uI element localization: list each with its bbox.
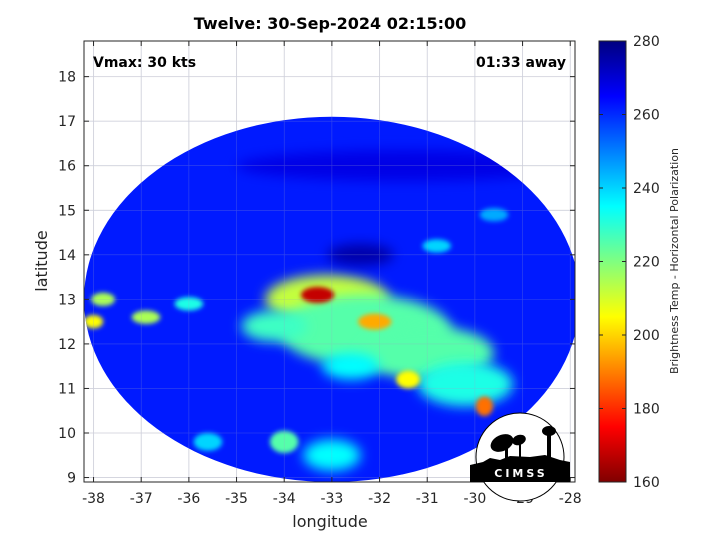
x-axis-label: longitude [292,512,367,531]
feature-7 [396,370,421,389]
colorbar-tick-label: 160 [633,475,660,491]
colorbar-tick-label: 200 [633,328,660,344]
feature-16 [193,433,223,451]
y-tick-label: 12 [58,337,76,353]
cimss-logo: CIMSS [470,412,570,502]
y-tick-label: 16 [58,159,76,175]
x-tick-label: -34 [273,491,296,507]
y-axis-label: latitude [32,230,51,291]
y-tick-label: 17 [58,114,76,130]
feature-6 [475,396,494,417]
colorbar-ticks: 160 180 200 220 240 260 280 [599,34,660,491]
chart-title: Twelve: 30-Sep-2024 02:15:00 [194,14,467,33]
feature-15 [303,439,361,471]
convection-cores [84,208,509,454]
feature-11 [84,314,104,329]
plot-frame [83,40,576,483]
x-tick-label: -33 [320,491,343,507]
y-tick-label: 11 [58,381,76,397]
y-tick-label: 9 [67,471,76,487]
x-tick-label: -36 [177,491,200,507]
x-tick-label: -30 [463,491,486,507]
y-tick-label: 10 [58,426,76,442]
brightness-temp-swath [84,116,575,482]
colorbar [598,40,627,483]
y-axis-ticks: 9 10 11 12 13 14 15 16 17 18 [58,70,575,487]
feature-5 [417,361,514,407]
y-tick-label: 15 [58,203,76,219]
x-tick-label: -31 [416,491,439,507]
colorbar-tick-label: 260 [633,108,660,124]
feature-14 [269,430,299,454]
feature-19 [327,243,394,266]
feature-12 [131,310,161,324]
y-tick-label: 13 [58,292,76,308]
colorbar-tick-label: 180 [633,402,660,418]
y-tick-label: 18 [58,70,76,86]
colorbar-tick-label: 220 [633,255,660,271]
feature-2 [358,313,392,330]
colorbar-tick-label: 240 [633,181,660,197]
feature-8 [322,352,380,380]
colorbar-tick-label: 280 [633,34,660,50]
feature-9 [241,310,309,342]
feature-0 [300,286,335,303]
x-tick-label: -37 [130,491,153,507]
cimss-logo-text: CIMSS [494,467,547,480]
feature-18 [479,208,509,222]
vmax-annotation: Vmax: 30 kts [93,55,196,71]
feature-20 [236,150,571,182]
time-away-annotation: 01:33 away [476,55,566,71]
feature-17 [422,239,452,253]
x-tick-label: -35 [225,491,248,507]
x-tick-label: -38 [82,491,105,507]
y-tick-label: 14 [58,248,76,264]
colorbar-label: Brightness Temp - Horizontal Polarizatio… [668,148,681,374]
feature-10 [91,292,115,307]
x-tick-label: -32 [368,491,391,507]
convection-features [236,150,571,471]
feature-13 [174,297,204,311]
x-tick-label: -28 [559,491,582,507]
